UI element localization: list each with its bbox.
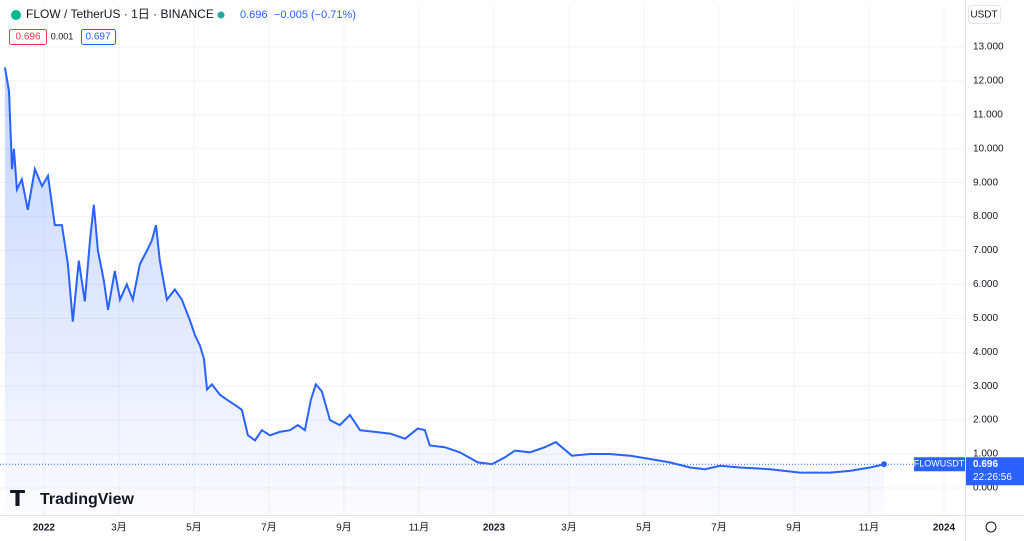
currency: USDT: [970, 10, 997, 21]
symbol-title: FLOW / TetherUS · 1日 · BINANCE: [26, 7, 214, 21]
x-tick-label: 2023: [483, 523, 506, 534]
y-tick-label: 9.000: [973, 177, 998, 188]
y-tick-label: 3.000: [973, 381, 998, 392]
x-tick-label: 7月: [261, 522, 277, 534]
symbol-tag-label: FLOWUSDT: [914, 459, 965, 469]
x-tick-label: 3月: [111, 522, 127, 534]
x-tick-label: 5月: [186, 522, 202, 534]
bid-price: 0.696: [15, 32, 40, 43]
countdown: 22:26:56: [973, 472, 1012, 483]
brand-mark: 𝗧: [10, 486, 25, 511]
y-tick-label: 5.000: [973, 313, 998, 324]
ask-badge[interactable]: [81, 29, 116, 45]
y-tick-label: 2.000: [973, 415, 998, 426]
y-tick-label: 0.000: [973, 483, 998, 494]
y-tick-label: 7.000: [973, 245, 998, 256]
last-point: [880, 461, 887, 468]
price-badge-value: 0.696: [973, 459, 998, 470]
y-tick-label: 11.000: [973, 110, 1003, 121]
x-tick-label: 3月: [561, 522, 577, 534]
x-tick-label: 9月: [336, 522, 352, 534]
header-change: −0.005 (−0.71%): [274, 9, 356, 21]
status-dot: [217, 11, 225, 19]
symbol-tag: [914, 457, 965, 472]
price-badge: [966, 457, 1024, 486]
y-tick-label: 4.000: [973, 347, 998, 358]
x-tick-label: 2024: [933, 523, 956, 534]
price-line: [3, 67, 885, 474]
x-tick-label: 9月: [786, 522, 802, 534]
ask-price: 0.697: [85, 32, 110, 43]
y-tick-label: 12.000: [973, 76, 1004, 87]
x-tick-label: 2022: [33, 523, 56, 534]
x-tick-label: 11月: [859, 522, 879, 534]
y-tick-label: 1.000: [973, 449, 998, 460]
x-tick-label: 5月: [636, 522, 652, 534]
settings-icon[interactable]: [985, 521, 997, 533]
currency-button[interactable]: [968, 5, 1001, 24]
x-tick-label: 7月: [711, 522, 727, 534]
y-tick-label: 6.000: [973, 279, 998, 290]
y-tick-label: 10.000: [973, 143, 1004, 154]
y-tick-label: 13.000: [973, 42, 1004, 53]
brand: TradingView: [40, 491, 135, 508]
symbol-icon: [11, 10, 21, 20]
spread: 0.001: [51, 31, 74, 41]
header-price: 0.696: [240, 9, 268, 21]
x-tick-label: 11月: [409, 522, 429, 534]
area-fill: [4, 67, 885, 516]
y-tick-label: 8.000: [973, 211, 998, 222]
bid-badge[interactable]: [9, 29, 47, 45]
